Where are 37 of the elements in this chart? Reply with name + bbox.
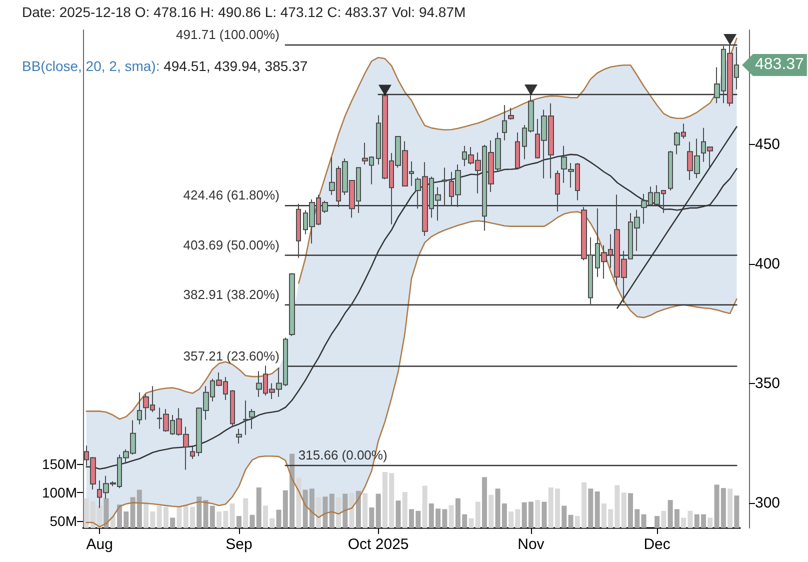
candlestick: [243, 400, 248, 436]
x-tick-label: Nov: [518, 536, 545, 553]
x-tick-label: Aug: [86, 536, 113, 553]
candlestick: [502, 104, 507, 141]
candlestick: [508, 107, 514, 120]
y2-tick-label: 150M: [42, 456, 77, 472]
candlestick: [296, 203, 301, 258]
x-tick-label: Oct 2025: [348, 536, 409, 553]
candlestick: [249, 408, 255, 430]
candlestick: [668, 150, 673, 192]
line-series: [86, 211, 738, 528]
y2-tick-label: 50M: [50, 513, 77, 530]
series-label: 424.46 (61.80%): [183, 188, 280, 203]
series-label: 357.21 (23.60%): [183, 348, 280, 364]
series-label: 403.69 (50.00%): [183, 237, 280, 252]
series-label: 491.71 (100.00%): [176, 27, 280, 42]
candlestick: [515, 132, 520, 170]
candlestick: [289, 272, 295, 336]
candlestick: [236, 428, 242, 444]
x-tick-label: Sep: [226, 536, 252, 553]
candlestick: [137, 392, 142, 425]
x-tick-label: Dec: [644, 536, 671, 553]
series-label: 382.91 (38.20%): [183, 286, 280, 302]
point: [524, 84, 538, 96]
chart-title: Date: 2025-12-18 O: 478.16 H: 490.86 L: 473.12 C: 483.37 Vol: 94.87M: [22, 4, 466, 21]
point: [724, 34, 737, 46]
candlestick: [442, 167, 447, 206]
candlestick: [555, 170, 560, 212]
candlestick: [230, 390, 235, 428]
y-tick-label: 350: [755, 374, 780, 392]
y-tick-label: 300: [755, 494, 780, 512]
y-tick-label: 400: [755, 256, 780, 273]
y2-tick-label: 100M: [42, 484, 77, 501]
text: 483.37: [742, 54, 807, 76]
y-tick-label: 450: [755, 136, 780, 154]
point: [378, 84, 392, 96]
text: BB(close, 20, 2, sma): 494.51, 439.94, 385.37: [22, 58, 308, 75]
